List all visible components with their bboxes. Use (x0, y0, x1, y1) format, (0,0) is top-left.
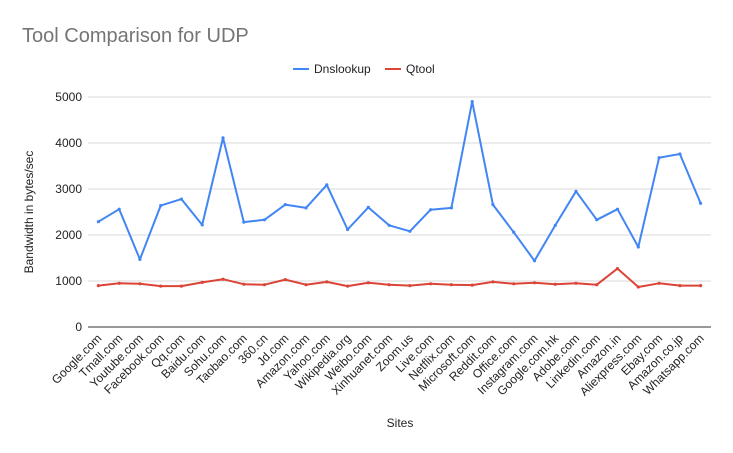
data-point-qtool-tmall-com (117, 281, 121, 285)
data-point-qtool-sohu-com (221, 277, 225, 281)
data-point-qtool-aliexpress-com (636, 285, 640, 289)
data-point-qtool-netflix-com (449, 283, 453, 287)
series-line-qtool (97, 267, 702, 288)
data-point-dnslookup-linkedin-com (595, 218, 599, 222)
y-tick-label: 2000 (55, 228, 82, 242)
data-point-dnslookup-sohu-com (221, 136, 225, 140)
data-point-qtool-zoom-us (408, 284, 412, 288)
data-point-dnslookup-xinhuanet-com (387, 223, 391, 227)
y-tick-label: 1000 (55, 274, 82, 288)
data-point-dnslookup-office-com (512, 230, 516, 234)
data-point-dnslookup-whatsapp-com (699, 201, 703, 205)
data-point-qtool-office-com (512, 282, 516, 286)
data-point-dnslookup-zoom-us (408, 229, 412, 233)
data-point-qtool-live-com (429, 282, 433, 286)
data-point-dnslookup-taobao-com (242, 220, 246, 224)
y-tick-label: 3000 (55, 182, 82, 196)
data-point-qtool-qq-com (179, 284, 183, 288)
data-point-qtool-google-com-hk (553, 282, 557, 286)
data-point-dnslookup-adobe-com (574, 189, 578, 193)
data-point-qtool-jd-com (283, 278, 287, 282)
data-point-dnslookup-reddit-com (491, 203, 495, 207)
gridlines (88, 96, 711, 328)
chart-title: Tool Comparison for UDP (22, 25, 249, 47)
data-point-dnslookup-ebay-com (657, 156, 661, 160)
data-point-qtool-taobao-com (242, 282, 246, 286)
data-point-qtool-amazon-in (615, 267, 620, 271)
data-point-qtool-facebook-com (159, 284, 163, 288)
legend-label-qtool: Qtool (406, 62, 435, 76)
series (96, 100, 703, 289)
data-point-qtool-amazon-com (304, 283, 308, 287)
y-axis-ticks: 0 1000 2000 3000 4000 5000 (55, 90, 82, 334)
data-point-qtool-reddit-com (491, 280, 495, 284)
data-point-qtool-yahoo-com (325, 280, 329, 284)
data-point-dnslookup-instagram-com (532, 259, 537, 263)
data-point-dnslookup-amazon-co-jp (678, 152, 682, 156)
data-point-qtool-xinhuanet-com (387, 283, 391, 287)
y-tick-label: 4000 (55, 136, 82, 150)
data-point-dnslookup-tmall-com (117, 207, 121, 211)
data-point-qtool-ebay-com (657, 281, 661, 285)
data-point-dnslookup-microsoft-com (470, 100, 474, 104)
x-axis-label: Sites (387, 416, 414, 430)
data-point-dnslookup-live-com (429, 208, 433, 212)
data-point-qtool-google-com (96, 284, 100, 288)
data-point-qtool-adobe-com (574, 281, 578, 285)
data-point-dnslookup-netflix-com (449, 206, 453, 210)
data-point-qtool-amazon-co-jp (678, 284, 682, 288)
legend: Dnslookup Qtool (293, 62, 435, 76)
data-point-qtool-instagram-com (532, 281, 537, 285)
data-point-qtool-linkedin-com (595, 283, 599, 287)
y-tick-label: 5000 (55, 90, 82, 104)
y-tick-label: 0 (75, 320, 82, 334)
data-point-qtool-youtube-com (138, 282, 142, 286)
data-point-dnslookup-360-cn (262, 218, 267, 222)
data-point-dnslookup-google-com-hk (553, 223, 557, 227)
data-point-dnslookup-jd-com (283, 203, 287, 207)
data-point-qtool-microsoft-com (470, 283, 474, 287)
legend-label-dnslookup: Dnslookup (314, 62, 371, 76)
data-point-qtool-wikipedia-org (346, 284, 350, 288)
series-dnslookup (96, 100, 703, 263)
data-point-dnslookup-amazon-com (304, 206, 308, 210)
y-axis-label: Bandwidth in bytes/sec (22, 151, 36, 274)
data-point-qtool-360-cn (262, 283, 267, 287)
data-point-dnslookup-weibo-com (366, 205, 370, 209)
data-point-qtool-whatsapp-com (699, 284, 703, 288)
data-point-dnslookup-facebook-com (159, 204, 163, 208)
series-line-dnslookup (97, 100, 702, 262)
data-point-dnslookup-baidu-com (200, 223, 204, 227)
data-point-dnslookup-aliexpress-com (636, 245, 640, 249)
data-point-qtool-baidu-com (200, 280, 204, 284)
data-point-dnslookup-amazon-in (615, 207, 620, 211)
series-qtool (96, 267, 703, 289)
data-point-dnslookup-youtube-com (138, 257, 142, 261)
data-point-dnslookup-wikipedia-org (346, 227, 350, 232)
data-point-dnslookup-google-com (96, 220, 100, 224)
data-point-qtool-weibo-com (366, 281, 370, 285)
data-point-dnslookup-yahoo-com (325, 183, 329, 187)
x-axis-ticks: Google.comTmall.comYoutube.comFacebook.c… (49, 331, 707, 399)
data-point-dnslookup-qq-com (179, 197, 183, 201)
